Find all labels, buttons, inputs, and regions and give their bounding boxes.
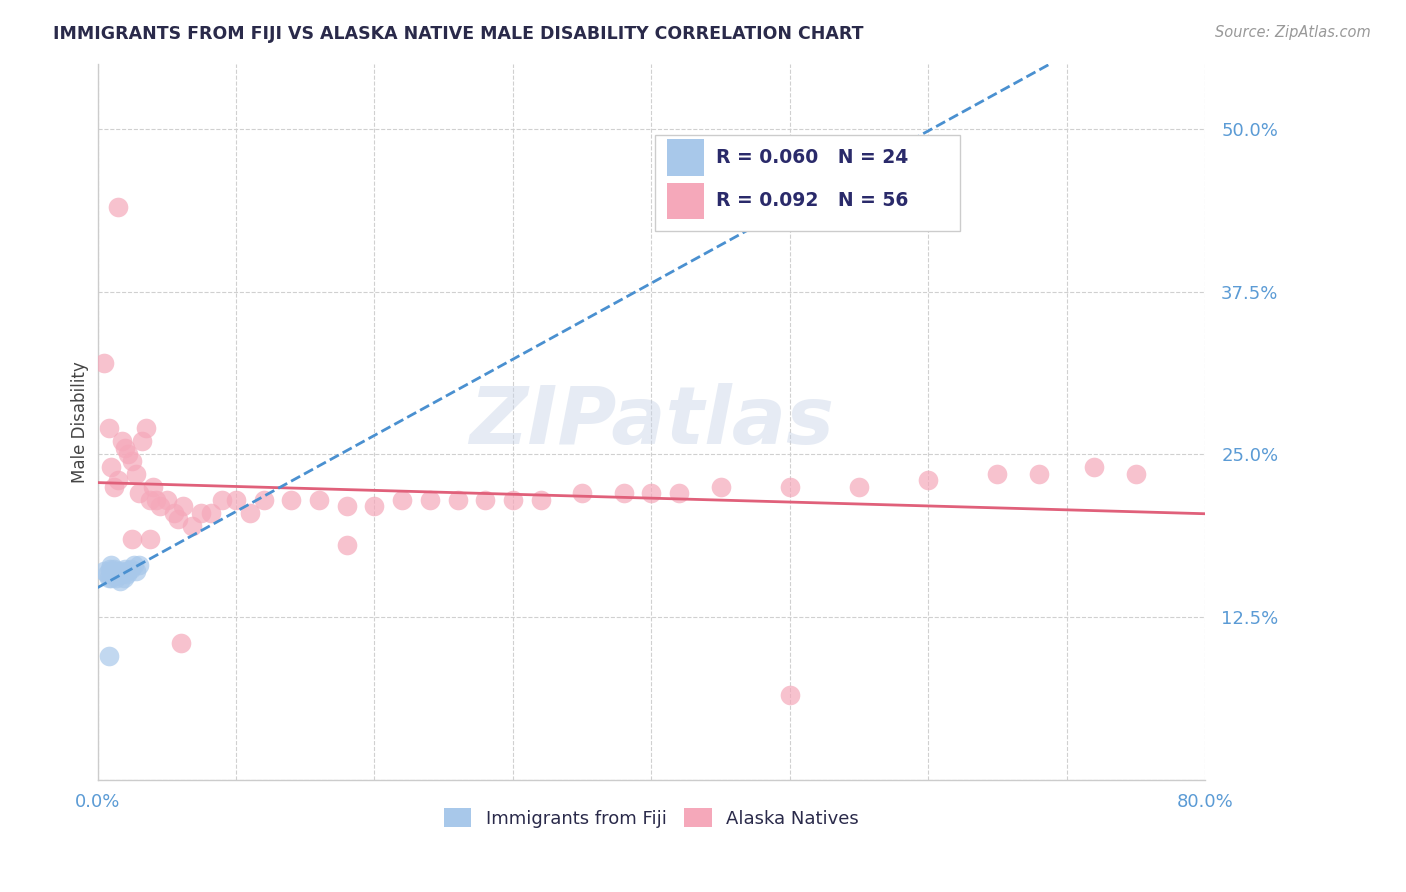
Point <box>100 571 122 585</box>
Point <box>172 500 194 514</box>
Point <box>114 441 136 455</box>
Point <box>93 565 115 579</box>
Point <box>107 200 129 214</box>
Point <box>571 486 593 500</box>
Point <box>111 567 134 582</box>
Point <box>103 562 125 576</box>
Point <box>120 562 142 576</box>
Point <box>97 421 120 435</box>
Point <box>149 500 172 514</box>
Point <box>122 558 145 572</box>
Point <box>1125 467 1147 481</box>
Point <box>145 492 167 507</box>
Point <box>446 492 468 507</box>
Point <box>100 565 122 579</box>
Point <box>336 500 359 514</box>
Point <box>125 467 148 481</box>
Point <box>117 565 139 579</box>
Text: ZIPatlas: ZIPatlas <box>468 383 834 461</box>
Point <box>336 538 359 552</box>
Point <box>613 486 636 500</box>
Point <box>117 447 139 461</box>
Point <box>640 486 662 500</box>
Point <box>97 571 120 585</box>
Point <box>474 492 496 507</box>
Point <box>211 492 233 507</box>
Point <box>668 486 690 500</box>
Point <box>108 574 131 588</box>
Point <box>97 648 120 663</box>
Point <box>163 506 186 520</box>
Point <box>253 492 276 507</box>
Point <box>779 688 801 702</box>
Text: IMMIGRANTS FROM FIJI VS ALASKA NATIVE MALE DISABILITY CORRELATION CHART: IMMIGRANTS FROM FIJI VS ALASKA NATIVE MA… <box>53 25 863 43</box>
Point <box>308 492 330 507</box>
Point <box>419 492 441 507</box>
Point <box>121 532 143 546</box>
Point <box>167 512 190 526</box>
Point <box>180 519 202 533</box>
Legend: Immigrants from Fiji, Alaska Natives: Immigrants from Fiji, Alaska Natives <box>437 801 866 835</box>
Point <box>125 565 148 579</box>
Text: R = 0.092   N = 56: R = 0.092 N = 56 <box>716 192 908 211</box>
Point <box>101 567 124 582</box>
Point <box>530 492 553 507</box>
Point <box>135 421 157 435</box>
Point <box>131 434 153 449</box>
Point <box>107 568 129 582</box>
Point <box>93 356 115 370</box>
Point <box>169 636 191 650</box>
Point <box>917 474 939 488</box>
Point <box>128 558 150 572</box>
Point <box>96 567 118 582</box>
Point <box>502 492 524 507</box>
Text: Source: ZipAtlas.com: Source: ZipAtlas.com <box>1215 25 1371 40</box>
Point <box>110 565 132 579</box>
Point <box>986 467 1008 481</box>
Point <box>103 480 125 494</box>
Point <box>104 571 127 585</box>
Point <box>848 480 870 494</box>
Point <box>114 562 136 576</box>
Point <box>98 562 121 576</box>
Point <box>139 492 162 507</box>
Point <box>190 506 212 520</box>
Point <box>107 474 129 488</box>
Point <box>280 492 302 507</box>
Y-axis label: Male Disability: Male Disability <box>72 361 89 483</box>
Point <box>142 480 165 494</box>
Point <box>100 460 122 475</box>
Text: R = 0.060   N = 24: R = 0.060 N = 24 <box>716 148 908 167</box>
Point <box>200 506 222 520</box>
Point <box>139 532 162 546</box>
Point <box>225 492 247 507</box>
Point <box>156 492 179 507</box>
Point <box>710 480 733 494</box>
Point <box>100 558 122 572</box>
Point <box>121 454 143 468</box>
Point <box>239 506 262 520</box>
Point <box>115 567 138 582</box>
Point <box>779 480 801 494</box>
Point <box>1028 467 1050 481</box>
Point <box>391 492 413 507</box>
Point <box>363 500 385 514</box>
Point <box>105 565 128 579</box>
Point <box>1083 460 1105 475</box>
Point <box>112 571 135 585</box>
Point <box>111 434 134 449</box>
Point <box>128 486 150 500</box>
